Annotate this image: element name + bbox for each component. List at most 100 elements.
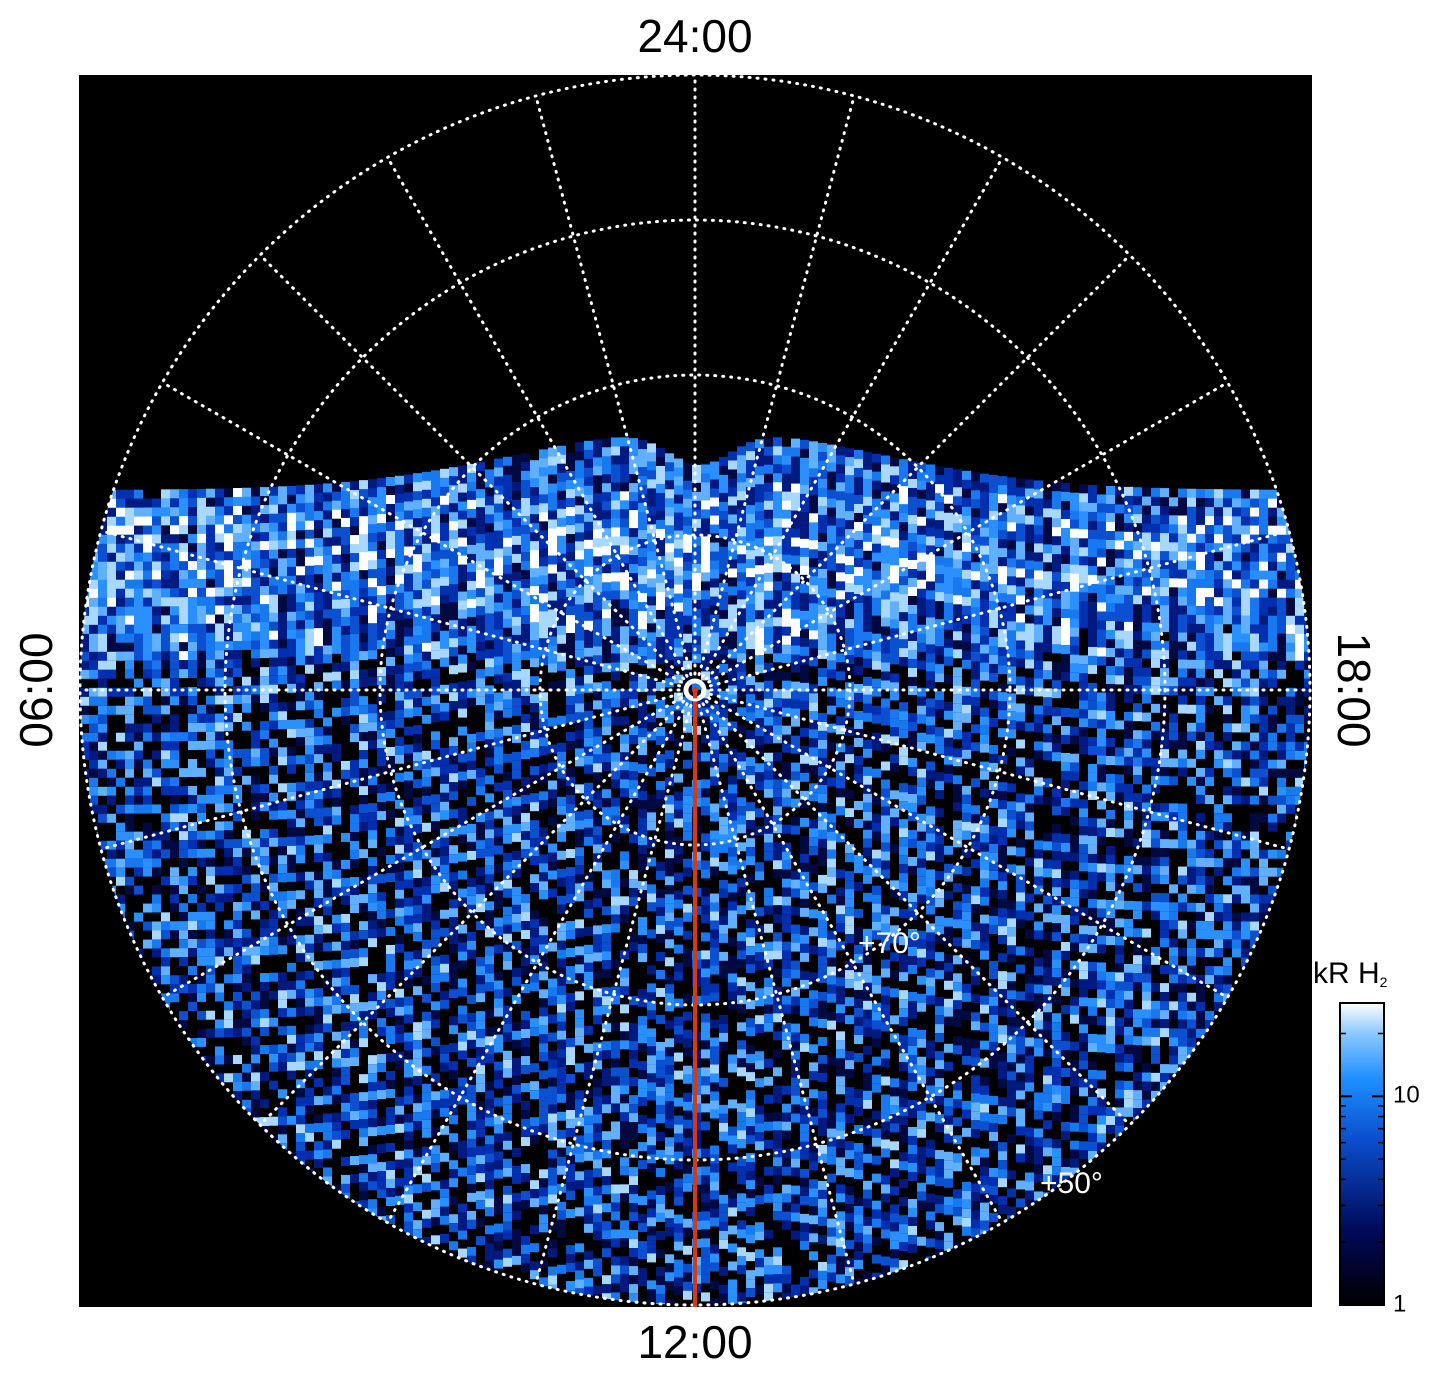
emission-pixel [215,938,224,948]
emission-pixel [710,749,719,759]
emission-pixel [242,703,251,713]
emission-pixel [170,867,179,877]
emission-pixel [503,906,512,916]
emission-pixel [170,921,179,931]
emission-pixel [332,941,341,951]
emission-pixel [728,1000,737,1010]
emission-pixel [728,1054,737,1064]
emission-pixel [323,1014,332,1024]
emission-pixel [512,868,521,878]
emission-pixel [782,896,791,906]
emission-pixel [431,1127,440,1137]
emission-pixel [611,653,620,663]
emission-pixel [485,667,494,677]
emission-pixel [512,895,521,905]
emission-pixel [620,1139,629,1149]
emission-pixel [656,861,665,871]
emission-pixel [422,1209,431,1219]
emission-pixel [764,1265,773,1275]
emission-pixel [800,952,809,962]
emission-pixel [602,1131,611,1141]
emission-pixel [584,683,593,693]
emission-pixel [278,1008,287,1018]
emission-pixel [719,1284,728,1294]
emission-pixel [395,1159,404,1169]
emission-pixel [557,1165,566,1175]
emission-pixel [530,640,539,650]
emission-pixel [548,645,557,655]
emission-pixel [431,758,440,768]
emission-pixel [701,1148,710,1158]
emission-pixel [494,809,503,819]
emission-pixel [395,646,404,656]
emission-pixel [764,995,773,1005]
emission-pixel [530,1018,539,1028]
emission-pixel [143,858,152,868]
emission-pixel [683,903,692,913]
emission-pixel [287,665,296,675]
emission-pixel [521,696,530,706]
emission-pixel [260,622,269,650]
emission-pixel [386,944,395,954]
emission-pixel [593,1231,602,1241]
emission-pixel [800,844,809,854]
emission-pixel [719,591,728,619]
emission-pixel [341,877,350,887]
emission-pixel [485,1090,494,1100]
emission-pixel [629,1113,638,1123]
emission-pixel [494,890,503,900]
emission-pixel [764,1058,773,1068]
emission-pixel [809,747,818,757]
emission-pixel [638,719,647,729]
emission-pixel [728,955,737,965]
emission-pixel [818,721,827,731]
emission-pixel [251,991,260,1001]
emission-pixel [782,1004,791,1014]
emission-pixel [800,1141,809,1151]
emission-pixel [377,1207,386,1217]
emission-pixel [305,988,314,998]
emission-pixel [269,873,278,883]
emission-pixel [512,904,521,914]
emission-pixel [701,986,710,996]
emission-pixel [449,1016,458,1026]
emission-pixel [287,674,296,684]
emission-pixel [710,668,719,678]
emission-pixel [512,751,521,761]
emission-pixel [89,786,98,796]
emission-pixel [665,912,674,922]
emission-pixel [773,1067,782,1077]
emission-pixel [314,1123,323,1133]
emission-pixel [296,647,305,657]
emission-pixel [197,812,206,822]
emission-pixel [791,924,800,934]
emission-pixel [170,849,179,859]
emission-pixel [611,1283,620,1293]
emission-pixel [395,997,404,1007]
emission-pixel [746,892,755,902]
emission-pixel [710,893,719,903]
emission-pixel [809,603,818,631]
emission-pixel [278,810,287,820]
emission-pixel [206,938,215,948]
emission-pixel [593,988,602,998]
emission-pixel [161,831,170,841]
emission-pixel [422,1020,431,1030]
emission-pixel [575,784,584,794]
emission-pixel [764,842,773,852]
emission-pixel [467,940,476,950]
emission-pixel [728,1297,737,1305]
emission-pixel [377,1090,386,1100]
emission-pixel [431,1100,440,1110]
emission-pixel [125,705,134,715]
emission-pixel [800,1123,809,1133]
emission-pixel [710,686,719,696]
emission-pixel [431,650,440,660]
emission-pixel [611,698,620,708]
emission-pixel [314,790,323,800]
emission-pixel [683,867,692,877]
emission-pixel [719,1041,728,1051]
emission-pixel [377,982,386,992]
emission-pixel [674,998,683,1008]
emission-pixel [197,704,206,714]
